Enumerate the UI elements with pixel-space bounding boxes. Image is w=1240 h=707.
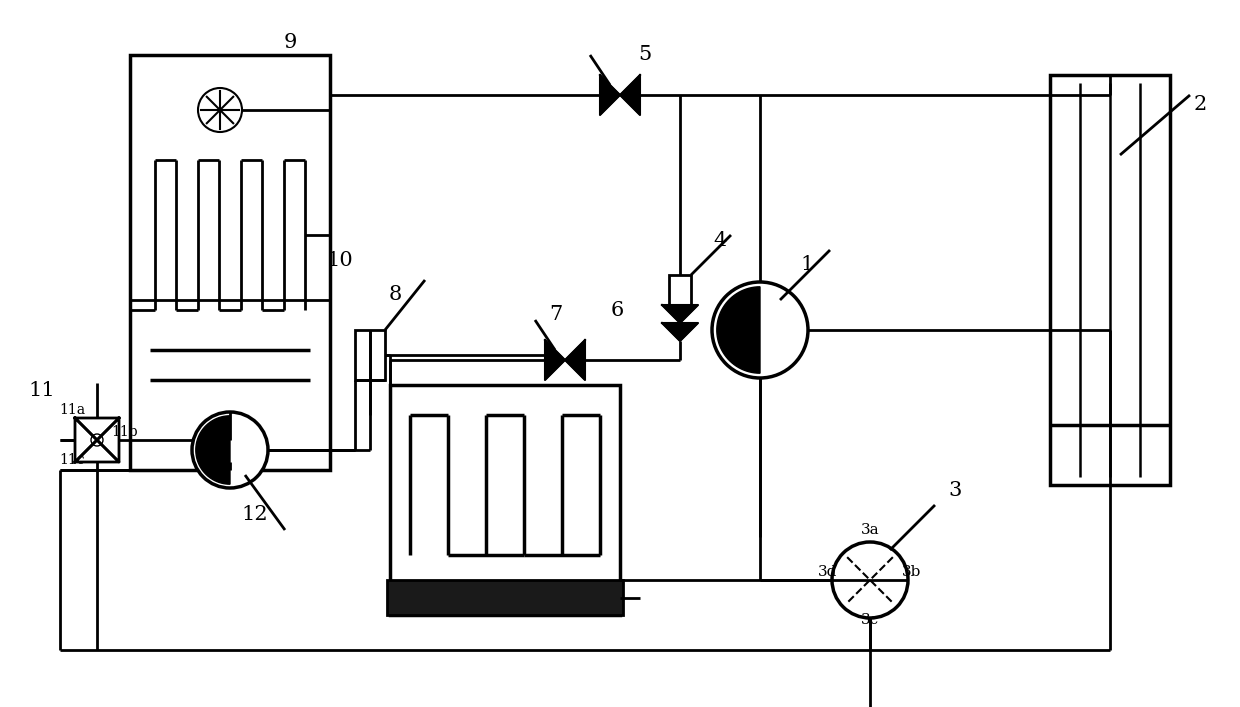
Bar <box>391 385 620 615</box>
Bar <box>355 330 384 380</box>
Text: 3b: 3b <box>903 565 921 579</box>
Polygon shape <box>196 416 229 484</box>
Text: 8: 8 <box>388 286 402 305</box>
Bar <box>130 55 330 470</box>
Text: 11a: 11a <box>60 403 86 417</box>
Bar <box>1050 75 1171 485</box>
Text: 3d: 3d <box>818 565 838 579</box>
Text: 6: 6 <box>610 300 624 320</box>
Text: 3: 3 <box>949 481 962 500</box>
Text: 7: 7 <box>549 305 563 325</box>
Circle shape <box>91 434 103 446</box>
Text: 12: 12 <box>242 506 268 525</box>
Circle shape <box>712 282 808 378</box>
Polygon shape <box>662 305 698 323</box>
Polygon shape <box>565 340 585 380</box>
Text: 1: 1 <box>800 255 813 274</box>
Text: 3a: 3a <box>861 523 879 537</box>
Polygon shape <box>717 287 760 373</box>
Text: 5: 5 <box>639 45 652 64</box>
Polygon shape <box>546 340 565 380</box>
Text: 10: 10 <box>326 250 353 269</box>
Text: 9: 9 <box>283 33 296 52</box>
Circle shape <box>198 88 242 132</box>
Polygon shape <box>600 75 620 115</box>
Text: 3c: 3c <box>861 613 879 627</box>
Circle shape <box>832 542 908 618</box>
Text: 11c: 11c <box>60 453 84 467</box>
Text: 4: 4 <box>713 230 727 250</box>
Bar <box>387 580 622 615</box>
Text: 2: 2 <box>1193 95 1207 115</box>
Polygon shape <box>662 323 698 341</box>
Circle shape <box>192 412 268 488</box>
Text: 11b: 11b <box>112 425 139 439</box>
Polygon shape <box>620 75 640 115</box>
Text: 11: 11 <box>29 380 56 399</box>
Bar <box>670 275 691 305</box>
